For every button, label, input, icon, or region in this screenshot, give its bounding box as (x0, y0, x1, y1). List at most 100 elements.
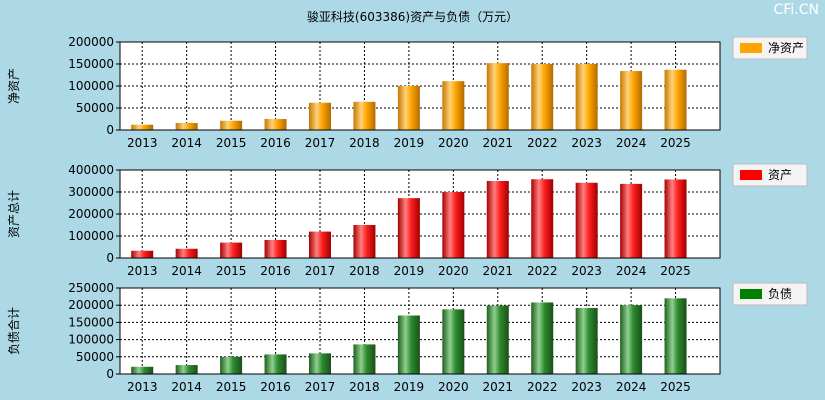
bar-2022 (531, 302, 554, 374)
y-tick-label: 400000 (68, 163, 114, 177)
x-tick-label: 2021 (483, 380, 514, 394)
bar-2021 (486, 63, 509, 131)
chart-panel-2: 400000 300000 200000 100000 0 2013 2014 2015 201… (7, 163, 808, 278)
bar-2020 (442, 192, 465, 258)
bar-2019 (397, 198, 420, 258)
plot-border (119, 41, 721, 131)
bar-2017 (309, 353, 331, 374)
bar-2020 (442, 81, 465, 130)
bar-2023 (575, 64, 598, 130)
plot-border (119, 169, 721, 259)
legend-box (732, 282, 808, 306)
x-tick-label: 2022 (527, 380, 558, 394)
plot-area (120, 288, 720, 374)
bar-2018 (353, 101, 376, 130)
bar-2015 (220, 356, 243, 374)
legend-label: 资产 (768, 168, 792, 182)
bar-2022 (531, 179, 554, 258)
x-tick-label: 2020 (438, 264, 469, 278)
bar-2014 (175, 122, 198, 130)
legend-box (732, 163, 808, 187)
x-tick-label: 2021 (483, 136, 514, 150)
plot-border (119, 287, 721, 375)
x-tick-label: 2025 (660, 380, 691, 394)
x-tick-label: 2016 (260, 136, 291, 150)
x-tick-label: 2023 (571, 380, 602, 394)
bar-2019 (397, 315, 420, 374)
x-tick-label: 2014 (171, 264, 202, 278)
x-tick-label: 2024 (616, 380, 647, 394)
x-tick-label: 2022 (527, 264, 558, 278)
y-axis-label: 负债合计 (6, 307, 21, 355)
x-tick-label: 2017 (305, 264, 336, 278)
x-tick-label: 2022 (527, 136, 558, 150)
x-tick-label: 2025 (660, 264, 691, 278)
bar-2025 (664, 179, 687, 258)
x-tick-label: 2019 (394, 136, 425, 150)
x-tick-label: 2020 (438, 136, 469, 150)
y-tick-label: 150000 (68, 315, 114, 329)
x-tick-label: 2018 (349, 264, 380, 278)
bar-2016 (264, 119, 287, 130)
legend: 资产 (732, 163, 808, 187)
x-tick-label: 2021 (483, 264, 514, 278)
chart-panel-1: 200000 150000 100000 50000 0 2013 2014 2015 2016… (7, 35, 808, 150)
x-tick-label: 2016 (260, 264, 291, 278)
y-axis-label: 资产总计 (7, 190, 21, 238)
x-tick-label: 2013 (127, 264, 158, 278)
x-tick-label: 2019 (394, 380, 425, 394)
legend-swatch (740, 289, 762, 299)
y-tick-label: 0 (106, 367, 114, 381)
x-tick-label: 2023 (571, 264, 602, 278)
y-tick-label: 200000 (68, 298, 114, 312)
bar-2024 (620, 71, 643, 130)
bar-2014 (175, 365, 198, 374)
y-tick-label: 200000 (68, 207, 114, 221)
bar-2019 (397, 86, 420, 130)
bar-2025 (664, 298, 687, 374)
y-tick-label: 250000 (68, 281, 114, 295)
watermark: CFi.CN (773, 2, 819, 18)
legend: 负债 (732, 282, 808, 306)
bar-2016 (264, 354, 287, 374)
y-tick-label: 100000 (68, 79, 114, 93)
x-tick-label: 2015 (216, 264, 247, 278)
x-tick-label: 2013 (127, 380, 158, 394)
x-tick-label: 2018 (349, 136, 380, 150)
legend-label: 净资产 (768, 41, 804, 55)
x-tick-label: 2019 (394, 264, 425, 278)
bar-2023 (575, 182, 598, 258)
x-tick-label: 2016 (260, 380, 291, 394)
x-tick-label: 2014 (171, 380, 202, 394)
bar-2024 (620, 183, 643, 258)
bar-2013 (131, 366, 154, 374)
legend-label: 负债 (768, 287, 792, 301)
bar-2020 (442, 309, 465, 374)
y-tick-label: 50000 (76, 101, 114, 115)
bar-2018 (353, 225, 376, 258)
x-tick-label: 2014 (171, 136, 202, 150)
x-tick-label: 2015 (216, 380, 247, 394)
legend-box (732, 36, 808, 60)
x-tick-label: 2013 (127, 136, 158, 150)
y-tick-label: 50000 (76, 350, 114, 364)
bar-2015 (220, 120, 243, 130)
bar-2021 (486, 305, 509, 374)
bar-2017 (309, 231, 331, 258)
bar-2013 (131, 124, 154, 130)
bar-2013 (131, 250, 154, 258)
x-tick-label: 2023 (571, 136, 602, 150)
y-tick-label: 100000 (68, 229, 114, 243)
y-axis-label: 净资产 (7, 68, 21, 104)
y-tick-label: 200000 (68, 35, 114, 49)
x-tick-label: 2015 (216, 136, 247, 150)
bar-2014 (175, 248, 198, 258)
x-tick-label: 2018 (349, 380, 380, 394)
legend: 净资产 (732, 36, 808, 60)
x-tick-label: 2025 (660, 136, 691, 150)
y-tick-label: 100000 (68, 333, 114, 347)
y-tick-label: 150000 (68, 57, 114, 71)
bar-2015 (220, 242, 243, 258)
x-tick-label: 2024 (616, 264, 647, 278)
